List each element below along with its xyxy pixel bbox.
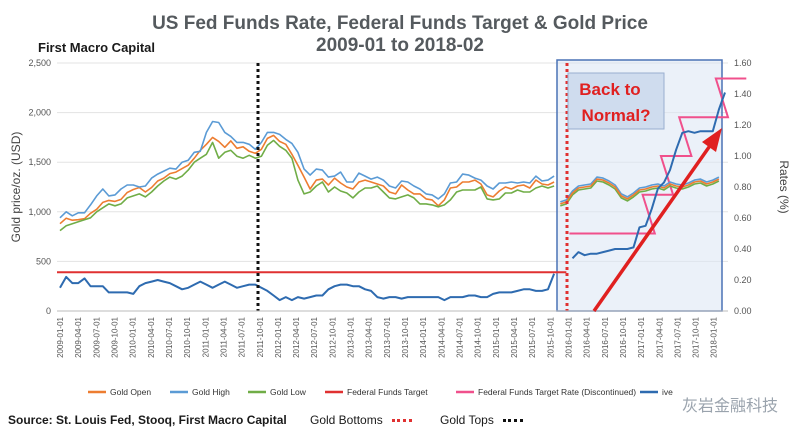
legend-label: Federal Funds Target Rate (Discontinued) <box>478 387 636 397</box>
series-gold-open-tail <box>560 178 720 205</box>
legend-label: Gold Open <box>110 387 151 397</box>
x-tick-label: 2012-10-01 <box>328 316 337 357</box>
x-tick-label: 2015-07-01 <box>528 316 537 357</box>
gold-tops-note: Gold Tops <box>440 413 524 427</box>
annotation-layer: Back to Normal? <box>567 72 722 313</box>
x-tick-label: 2016-01-01 <box>564 316 573 357</box>
brand-label: First Macro Capital <box>38 40 156 55</box>
y-tick-right: 1.00 <box>734 151 752 161</box>
x-tick-label: 2017-07-01 <box>673 316 682 357</box>
x-tick-label: 2016-04-01 <box>583 316 592 357</box>
series-gold-low <box>59 139 555 232</box>
x-tick-label: 2011-10-01 <box>256 316 265 357</box>
y-tick-left: 1,500 <box>28 157 51 167</box>
x-tick-label: 2017-04-01 <box>655 316 664 357</box>
x-tick-label: 2009-07-01 <box>92 316 101 357</box>
series-effective-rate <box>59 273 556 302</box>
x-tick-label: 2015-01-01 <box>492 316 501 357</box>
legend-label: Gold High <box>192 387 230 397</box>
x-tick-label: 2014-10-01 <box>474 316 483 357</box>
y-tick-left: 2,000 <box>28 108 51 118</box>
series-fed-target-discontinued <box>569 77 747 235</box>
x-tick-label: 2010-01-01 <box>129 316 138 357</box>
y-axis-label-right: Rates (%) <box>777 160 791 213</box>
chart-title-line2: 2009-01 to 2018-02 <box>316 35 484 56</box>
y-tick-left: 0 <box>46 306 51 316</box>
x-tick-label: 2017-10-01 <box>692 316 701 357</box>
x-tick-label: 2014-01-01 <box>419 316 428 357</box>
x-tick-label: 2012-07-01 <box>310 316 319 357</box>
x-tick-label: 2014-07-01 <box>456 316 465 357</box>
x-tick-label: 2011-04-01 <box>219 316 228 357</box>
x-tick-label: 2009-01-01 <box>56 316 65 357</box>
legend-label: Federal Funds Target <box>347 387 428 397</box>
x-tick-label: 2010-04-01 <box>147 316 156 357</box>
legend-label: ive <box>662 387 673 397</box>
y-tick-left: 2,500 <box>28 58 51 68</box>
series-gold-low-tail <box>560 180 720 207</box>
axes-layer: 0 500 1,000 1,500 2,000 2,500 0.00 0.20 0.40 0.60… <box>9 58 791 358</box>
y-tick-right: 0.60 <box>734 213 752 223</box>
x-tick-label: 2009-10-01 <box>110 316 119 357</box>
x-tick-label: 2013-04-01 <box>365 316 374 357</box>
y-tick-right: 0.80 <box>734 182 752 192</box>
x-tick-label: 2015-04-01 <box>510 316 519 357</box>
source-note: Source: St. Louis Fed, Stooq, First Macr… <box>8 413 287 427</box>
x-tick-label: 2016-07-01 <box>601 316 610 357</box>
x-tick-label: 2013-10-01 <box>401 316 410 357</box>
series-gold-high-tail <box>560 176 720 203</box>
gold-bottoms-swatch <box>392 419 413 423</box>
series-gold-high <box>59 120 555 219</box>
y-tick-left: 1,000 <box>28 207 51 217</box>
x-tick-label: 2010-07-01 <box>165 316 174 357</box>
series-layer <box>57 77 747 302</box>
y-tick-right: 0.40 <box>734 244 752 254</box>
x-tick-label: 2011-01-01 <box>201 316 210 357</box>
chart-title-line1: US Fed Funds Rate, Federal Funds Target … <box>152 13 648 34</box>
legend-layer: Gold Open Gold High Gold Low Federal Funds … <box>88 387 673 397</box>
y-tick-left: 500 <box>36 256 51 266</box>
gold-tops-label: Gold Tops <box>440 413 494 427</box>
x-tick-label: 2017-01-01 <box>637 316 646 357</box>
gold-tops-swatch <box>503 419 524 423</box>
y-tick-right: 1.40 <box>734 89 752 99</box>
series-gold-open <box>59 134 555 225</box>
y-tick-right: 0.20 <box>734 275 752 285</box>
callout-line2: Normal? <box>582 106 651 125</box>
x-tick-label: 2012-04-01 <box>292 316 301 357</box>
gold-bottoms-label: Gold Bottoms <box>310 413 383 427</box>
x-tick-label: 2013-07-01 <box>383 316 392 357</box>
x-tick-label: 2018-01-01 <box>710 316 719 357</box>
callout-box <box>567 72 665 130</box>
x-tick-label: 2016-10-01 <box>619 316 628 357</box>
trend-arrow-head <box>702 128 722 152</box>
x-tick-label: 2013-01-01 <box>347 316 356 357</box>
x-tick-label: 2015-10-01 <box>546 316 555 357</box>
y-tick-right: 1.20 <box>734 120 752 130</box>
callout-line1: Back to <box>579 80 640 99</box>
y-tick-right: 0.00 <box>734 306 752 316</box>
legend-label: Gold Low <box>270 387 307 397</box>
series-effective-rate-tail <box>571 92 726 259</box>
y-axis-label-left: Gold price/oz. (USD) <box>9 132 23 243</box>
y-tick-right: 1.60 <box>734 58 752 68</box>
marker-layer <box>256 63 569 311</box>
watermark: 灰岩金融科技 <box>681 398 778 415</box>
x-tick-label: 2009-04-01 <box>74 316 83 357</box>
gold-bottoms-note: Gold Bottoms <box>310 413 413 427</box>
x-tick-label: 2012-01-01 <box>274 316 283 357</box>
x-tick-label: 2014-04-01 <box>437 316 446 357</box>
x-tick-label: 2010-10-01 <box>183 316 192 357</box>
x-tick-label: 2011-07-01 <box>238 316 247 357</box>
trend-arrow-line <box>592 138 716 313</box>
